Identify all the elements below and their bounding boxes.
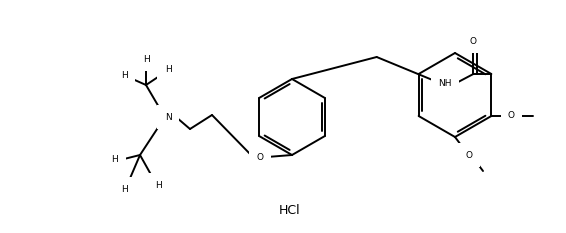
Text: H: H (122, 185, 128, 193)
Text: N: N (165, 113, 171, 121)
Text: O: O (470, 37, 477, 45)
Text: H: H (143, 55, 149, 64)
Text: H: H (155, 181, 161, 189)
Text: H: H (112, 155, 118, 164)
Text: HCl: HCl (279, 203, 301, 216)
Text: NH: NH (439, 79, 452, 89)
Text: O: O (465, 151, 473, 160)
Text: O: O (256, 153, 264, 161)
Text: H: H (165, 65, 171, 73)
Text: O: O (508, 112, 515, 120)
Text: H: H (121, 71, 127, 79)
